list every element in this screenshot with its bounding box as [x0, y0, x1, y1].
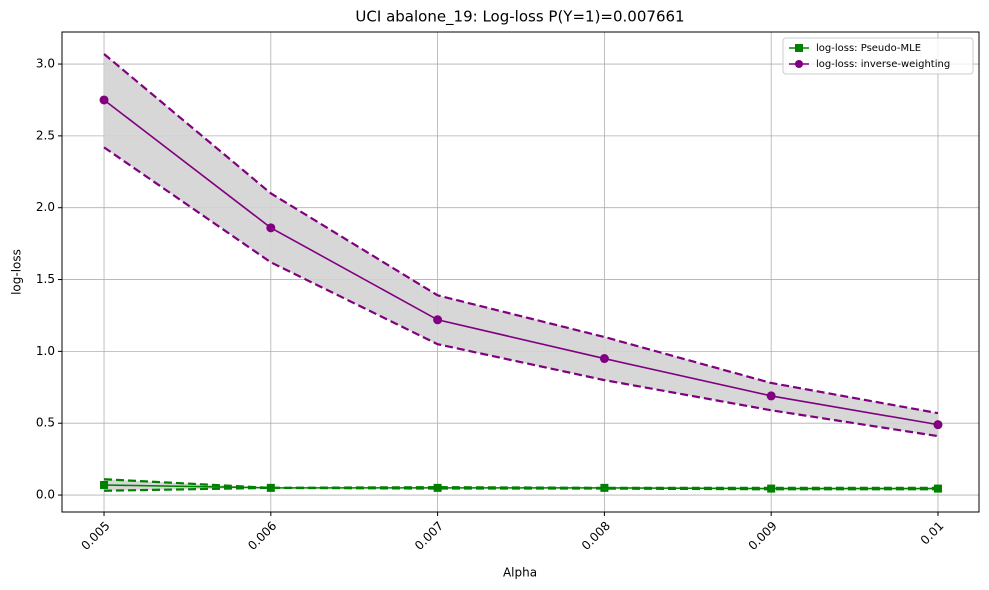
plot-frame: [61, 31, 980, 513]
x-axis-label: Alpha: [503, 566, 537, 580]
marker: [433, 315, 443, 325]
y-tick-label: 0.5: [36, 416, 55, 430]
marker: [767, 484, 776, 493]
y-tick-label: 0.0: [36, 488, 55, 502]
series-line: [104, 484, 938, 490]
legend: log-loss: Pseudo-MLE log-loss: inverse-we…: [782, 37, 974, 75]
y-tick-label: 2.0: [36, 200, 55, 214]
x-tick-label: 0.009: [746, 519, 780, 553]
y-tick-label: 1.5: [36, 272, 55, 286]
marker: [433, 483, 442, 492]
marker: [599, 354, 609, 364]
x-tick-label: 0.007: [412, 519, 446, 553]
bound-line: [103, 146, 939, 438]
bound-line: [104, 486, 938, 492]
y-tick-label: 2.5: [36, 128, 55, 142]
band: [104, 53, 938, 437]
marker: [933, 484, 942, 493]
legend-label: log-loss: inverse-weighting: [816, 59, 950, 70]
bound-line: [103, 478, 938, 489]
y-tick-label: 1.0: [36, 344, 55, 358]
marker: [933, 420, 943, 430]
x-tick-label: 0.01: [918, 519, 947, 548]
legend-marker: [795, 44, 803, 52]
y-tick-label: 3.0: [36, 57, 55, 71]
x-tick-label: 0.008: [579, 519, 613, 553]
legend-marker: [795, 60, 803, 68]
legend-box: [782, 37, 974, 75]
marker: [600, 483, 609, 492]
series-line: [103, 99, 939, 426]
marker: [99, 95, 109, 105]
x-tick-label: 0.006: [245, 519, 279, 553]
marker: [266, 483, 275, 492]
legend-label: log-loss: Pseudo-MLE: [816, 43, 921, 54]
bound-line: [103, 53, 939, 415]
marker: [766, 391, 776, 401]
marker: [100, 480, 109, 489]
x-tick-label: 0.005: [78, 519, 112, 553]
chart-title: UCI abalone_19: Log-loss P(Y=1)=0.007661: [355, 8, 684, 27]
y-axis-label: log-loss: [10, 249, 24, 295]
marker: [266, 223, 276, 233]
